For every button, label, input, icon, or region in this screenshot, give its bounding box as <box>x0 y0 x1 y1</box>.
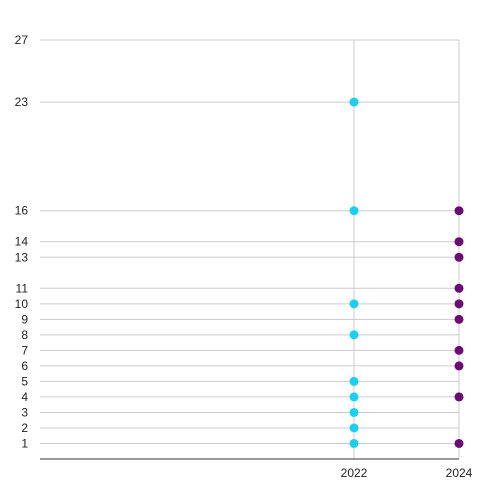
point-1-2022-1 <box>349 438 359 448</box>
point-2-2024-6 <box>454 361 464 371</box>
y-tick-label-6: 6 <box>21 359 28 373</box>
point-2-2024-10 <box>454 299 464 309</box>
point-layer <box>349 97 464 448</box>
x-tick-label-2022: 2022 <box>341 466 368 480</box>
point-2-2024-14 <box>454 237 464 247</box>
point-2-2024-11 <box>454 283 464 293</box>
y-tick-label-2: 2 <box>21 421 28 435</box>
point-1-2022-4 <box>349 392 359 402</box>
point-2-2024-16 <box>454 206 464 216</box>
y-tick-label-7: 7 <box>21 343 28 357</box>
point-1-2022-16 <box>349 206 359 216</box>
point-1-2022-10 <box>349 299 359 309</box>
y-tick-label-11: 11 <box>16 281 29 295</box>
point-1-2022-8 <box>349 330 359 340</box>
x-tick-label-2024: 2024 <box>446 466 473 480</box>
y-tick-label-10: 10 <box>15 297 29 311</box>
point-1-2022-2 <box>349 423 359 433</box>
y-tick-label-23: 23 <box>15 95 29 109</box>
point-2-2024-9 <box>454 314 464 324</box>
point-2-2024-4 <box>454 392 464 402</box>
point-1-2022-5 <box>349 376 359 386</box>
y-tick-label-27: 27 <box>15 33 29 47</box>
y-tick-label-1: 1 <box>21 436 28 450</box>
y-tick-label-5: 5 <box>21 374 28 388</box>
y-tick-label-8: 8 <box>21 328 28 342</box>
y-tick-label-14: 14 <box>15 235 29 249</box>
point-1-2022-23 <box>349 97 359 107</box>
point-1-2022-3 <box>349 407 359 417</box>
grid-layer <box>40 39 460 459</box>
point-2-2024-13 <box>454 252 464 262</box>
y-tick-label-16: 16 <box>15 204 29 218</box>
y-tick-label-13: 13 <box>15 250 29 264</box>
y-tick-label-9: 9 <box>21 312 28 326</box>
y-tick-label-4: 4 <box>21 390 28 404</box>
point-2-2024-1 <box>454 438 464 448</box>
y-tick-label-3: 3 <box>21 405 28 419</box>
point-2-2024-7 <box>454 345 464 355</box>
